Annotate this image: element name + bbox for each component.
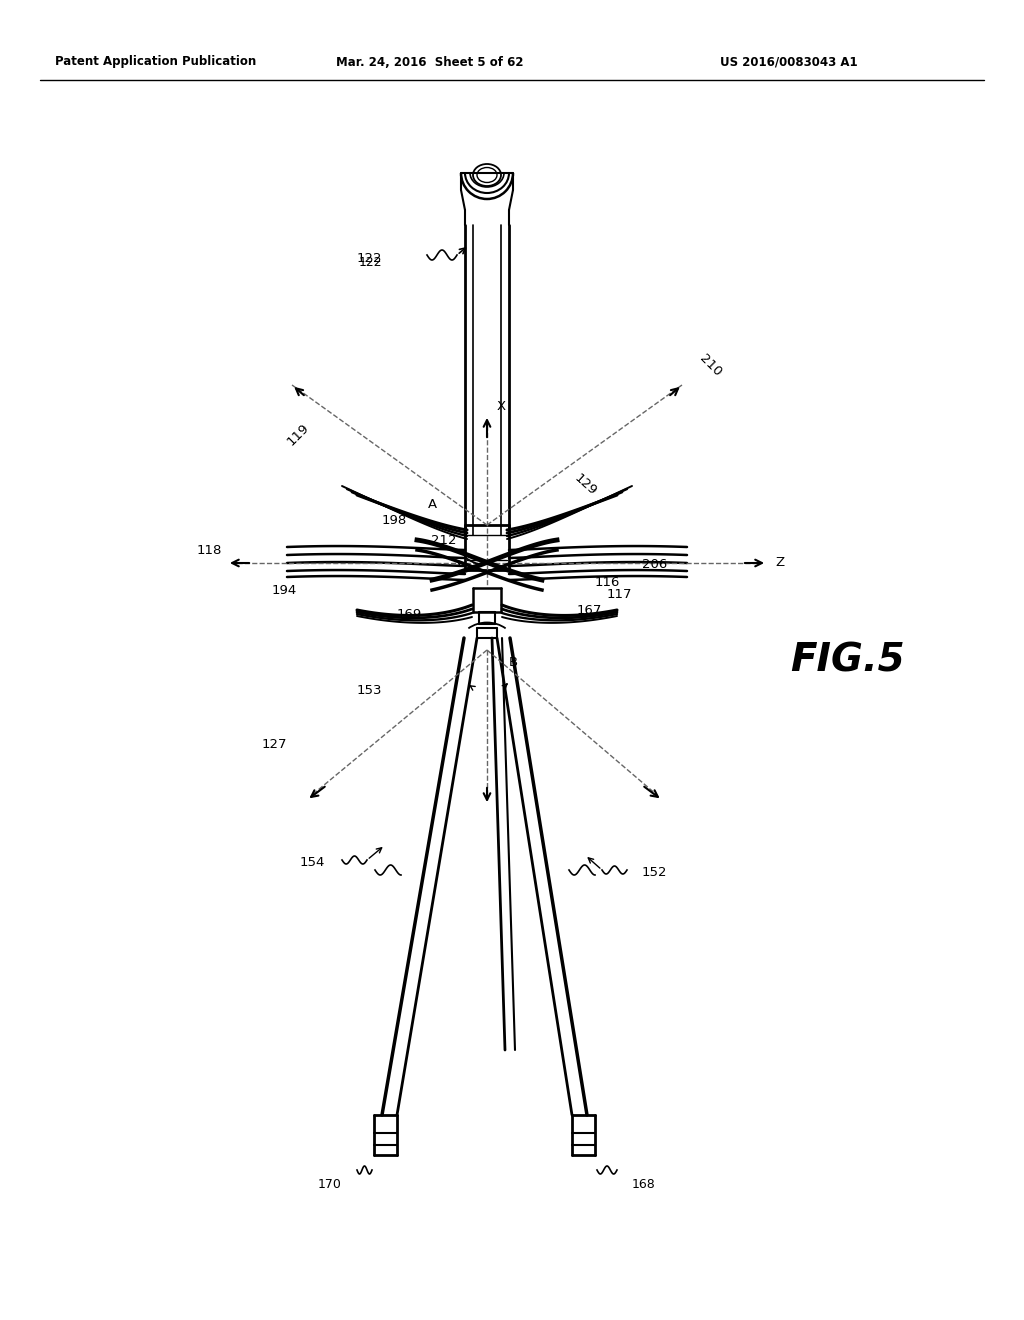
- Text: X: X: [497, 400, 506, 413]
- Text: 153: 153: [356, 684, 382, 697]
- Text: 194: 194: [271, 583, 297, 597]
- Text: 167: 167: [577, 603, 602, 616]
- Text: 119: 119: [285, 421, 312, 449]
- Text: 168: 168: [632, 1179, 655, 1192]
- Text: 210: 210: [697, 351, 724, 379]
- Text: 129: 129: [572, 471, 600, 499]
- Text: FIG.5: FIG.5: [790, 642, 904, 678]
- Text: 212: 212: [431, 533, 457, 546]
- Text: US 2016/0083043 A1: US 2016/0083043 A1: [720, 55, 858, 69]
- Text: 170: 170: [318, 1179, 342, 1192]
- Text: A: A: [427, 499, 436, 511]
- Text: 118: 118: [197, 544, 222, 557]
- Text: Mar. 24, 2016  Sheet 5 of 62: Mar. 24, 2016 Sheet 5 of 62: [336, 55, 523, 69]
- Text: B: B: [509, 656, 518, 668]
- Text: 122: 122: [356, 252, 382, 264]
- Text: 122: 122: [358, 256, 382, 268]
- Text: 127: 127: [261, 738, 287, 751]
- Text: Patent Application Publication: Patent Application Publication: [55, 55, 256, 69]
- Text: 116: 116: [595, 576, 621, 589]
- Text: 117: 117: [607, 589, 633, 602]
- Text: 169: 169: [396, 609, 422, 622]
- Text: Z: Z: [775, 557, 784, 569]
- Text: 198: 198: [382, 513, 407, 527]
- Text: 154: 154: [300, 855, 325, 869]
- Text: 152: 152: [642, 866, 668, 879]
- Text: 206: 206: [642, 558, 668, 572]
